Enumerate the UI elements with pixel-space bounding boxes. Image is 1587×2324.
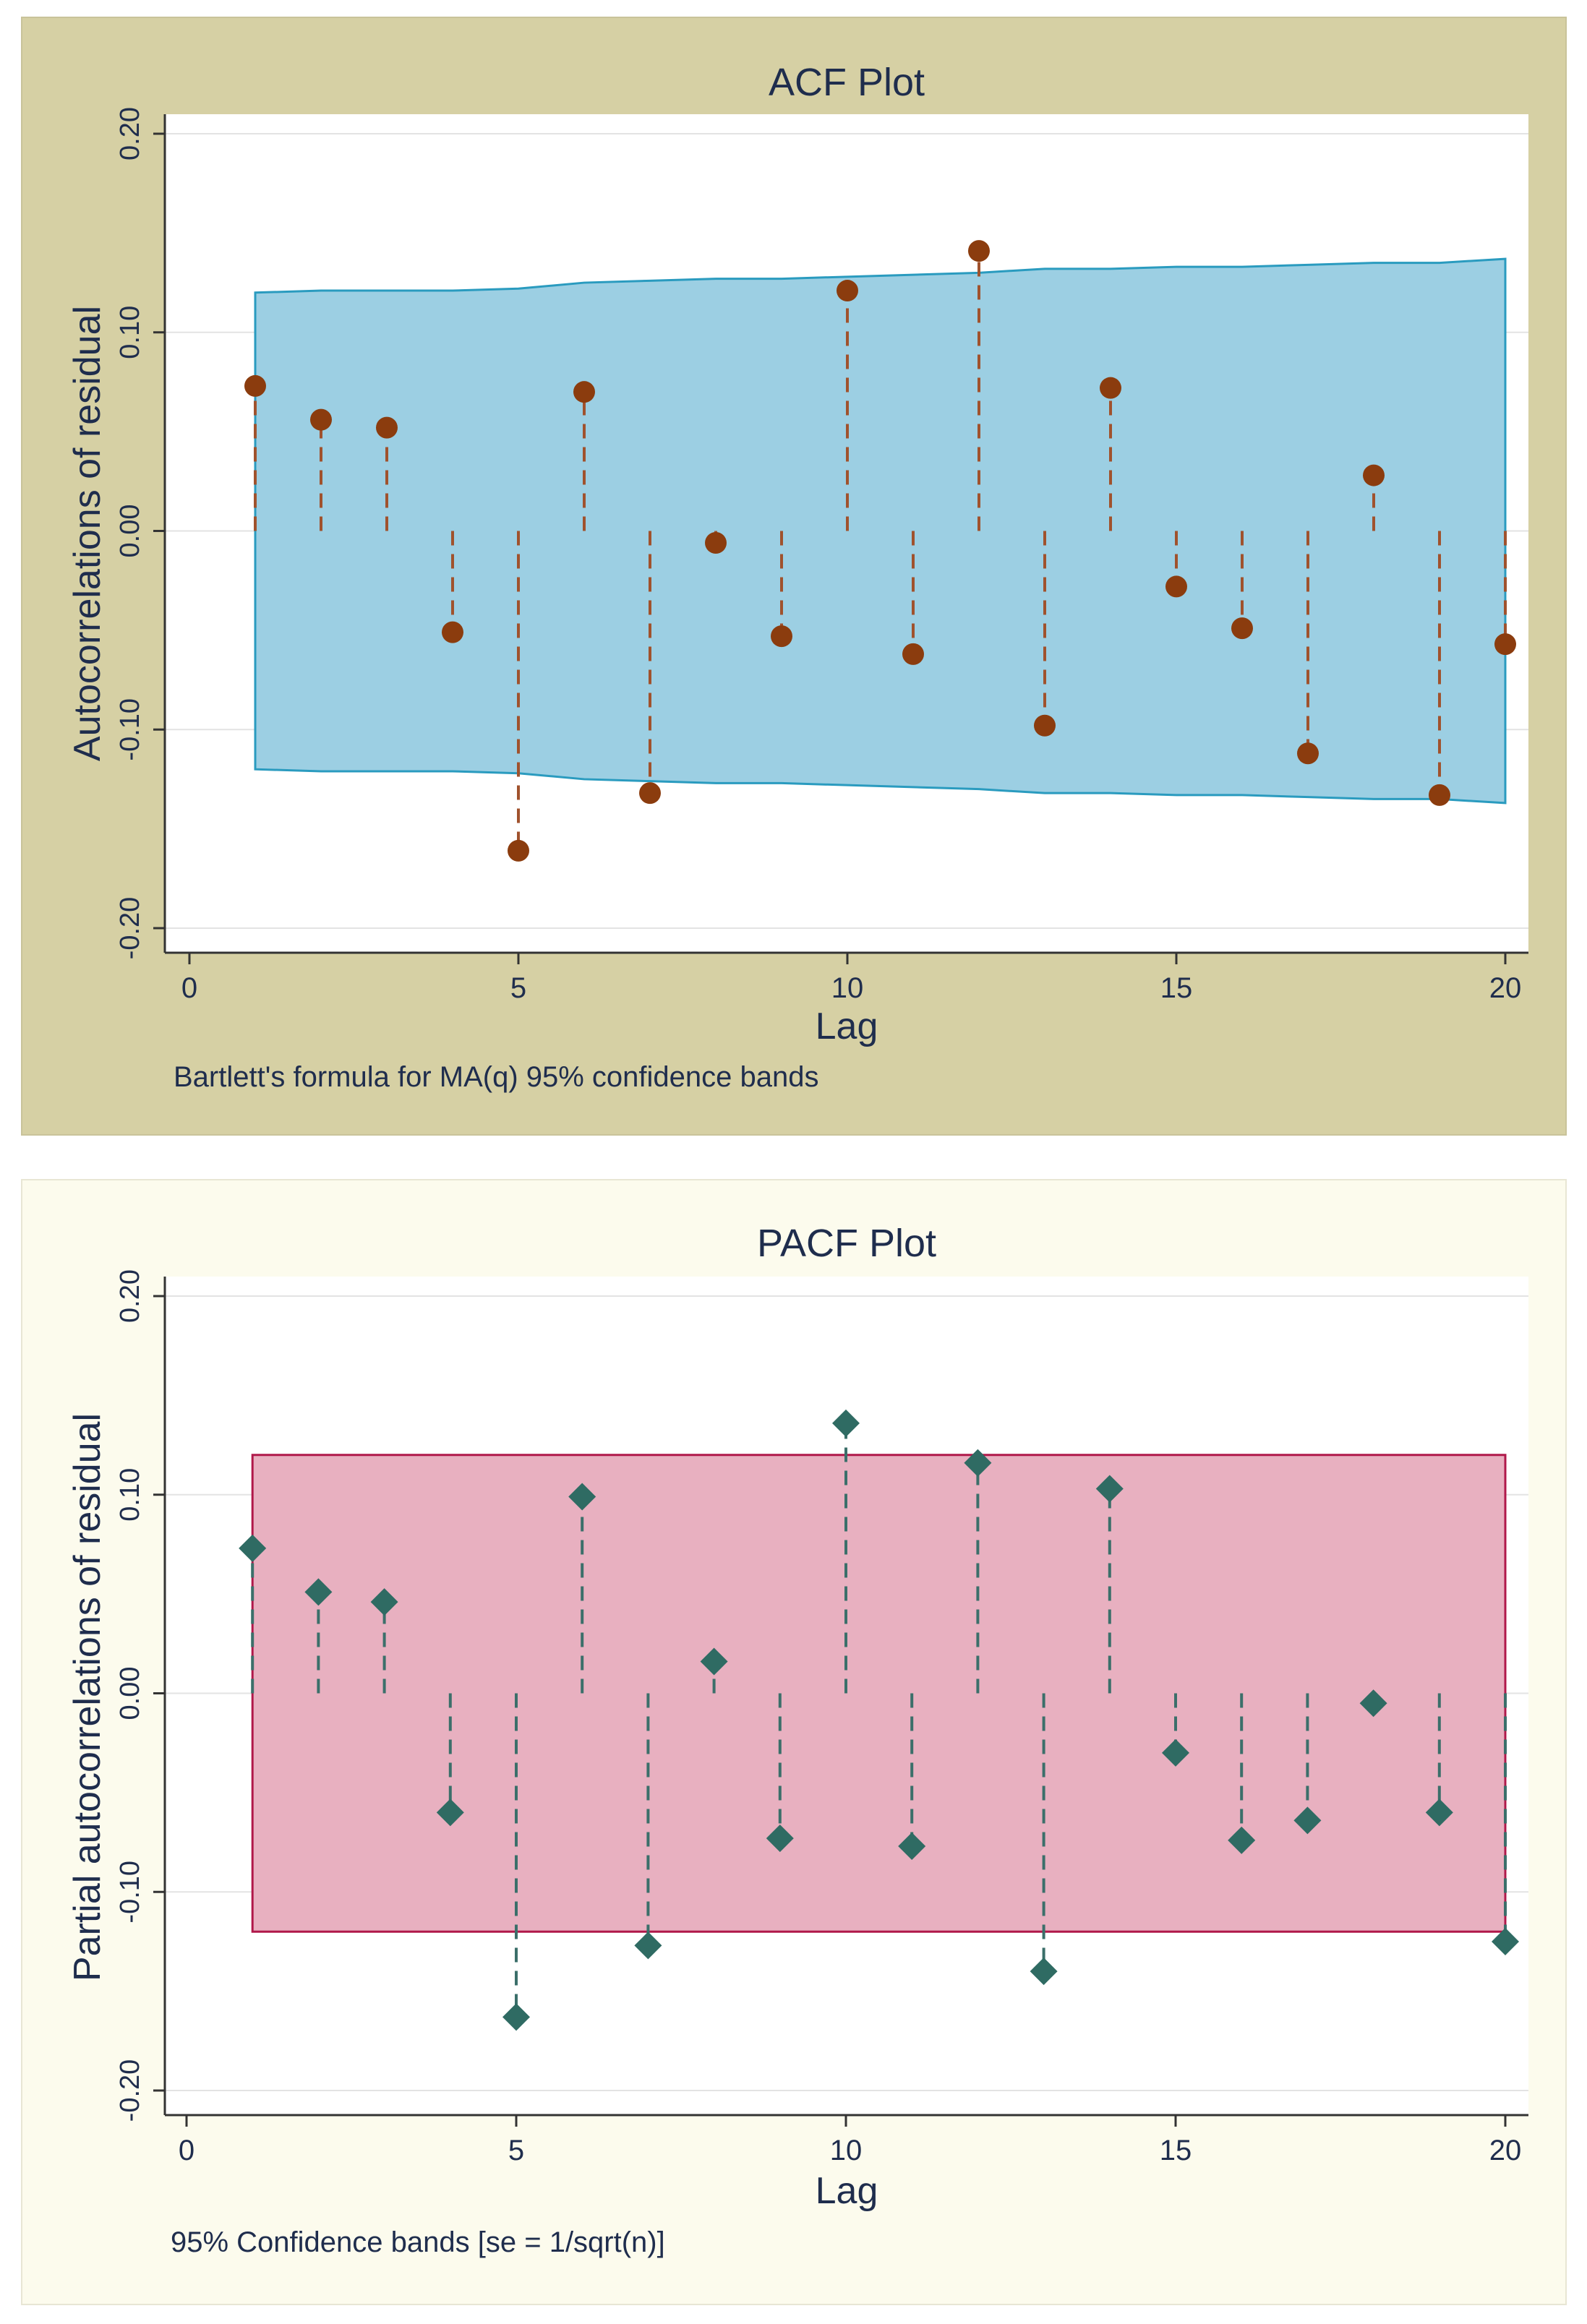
pacf-point-lag-9	[766, 1825, 794, 1853]
acf-note: Bartlett's formula for MA(q) 95% confide…	[174, 1061, 819, 1093]
acf-point-lag-8	[705, 531, 727, 554]
x-tick-label-2: 10	[831, 972, 864, 1004]
x-tick-label-1: 5	[510, 972, 526, 1004]
y-tick-label-3: 0.10	[115, 306, 145, 359]
x-tick-label-2: 10	[830, 2135, 863, 2166]
acf-point-lag-1	[244, 374, 266, 397]
y-tick-label-1: -0.10	[115, 698, 145, 761]
acf-point-lag-14	[1100, 377, 1121, 399]
pacf-point-lag-14	[1095, 1475, 1124, 1503]
pacf-point-lag-10	[832, 1409, 860, 1437]
acf-point-lag-19	[1429, 784, 1450, 806]
y-tick-label-2: 0.00	[115, 505, 145, 558]
x-tick-label-0: 0	[179, 2135, 194, 2166]
acf-point-lag-17	[1297, 742, 1319, 765]
pacf-point-lag-4	[436, 1798, 464, 1827]
x-tick-label-4: 20	[1489, 2135, 1522, 2166]
acf-y-ticks: -0.20 -0.10 0.00 0.10 0.20	[115, 107, 165, 959]
y-tick-label-4: 0.20	[115, 1269, 145, 1323]
y-tick-label-0: -0.20	[115, 897, 145, 960]
acf-point-lag-3	[376, 416, 398, 439]
y-tick-label-1: -0.10	[115, 1861, 145, 1924]
acf-point-lag-18	[1363, 464, 1385, 486]
acf-markers	[244, 240, 1516, 862]
y-tick-label-0: -0.20	[115, 2059, 145, 2122]
pacf-point-lag-5	[502, 2003, 530, 2031]
acf-y-label: Autocorrelations of residual	[67, 306, 108, 761]
acf-point-lag-15	[1165, 575, 1187, 598]
y-tick-label-3: 0.10	[115, 1468, 145, 1522]
x-tick-label-1: 5	[508, 2135, 524, 2166]
pacf-y-ticks: -0.20 -0.10 0.00 0.10 0.20	[115, 1269, 165, 2122]
x-tick-label-3: 15	[1160, 972, 1193, 1004]
acf-x-label: Lag	[816, 1006, 878, 1047]
pacf-point-lag-20	[1492, 1927, 1519, 1955]
pacf-x-ticks: 0 5 10 15 20	[179, 2115, 1521, 2166]
acf-point-lag-12	[968, 240, 990, 262]
acf-confidence-band	[254, 257, 1507, 805]
acf-spikes	[254, 251, 1507, 851]
pacf-point-lag-18	[1359, 1689, 1387, 1718]
pacf-markers	[239, 1409, 1519, 2031]
pacf-note: 95% Confidence bands [se = 1/sqrt(n)]	[171, 2226, 665, 2258]
y-tick-label-2: 0.00	[115, 1667, 145, 1720]
pacf-point-lag-6	[568, 1483, 596, 1511]
acf-x-ticks: 0 5 10 15 20	[181, 953, 1521, 1004]
pacf-point-lag-15	[1162, 1738, 1189, 1767]
acf-point-lag-20	[1494, 633, 1516, 656]
x-tick-label-3: 15	[1160, 2135, 1192, 2166]
pacf-y-label: Partial autocorrelations of residual	[67, 1413, 108, 1981]
acf-point-lag-4	[442, 621, 463, 643]
y-tick-label-4: 0.20	[115, 107, 145, 160]
acf-point-lag-6	[573, 381, 595, 403]
pacf-x-label: Lag	[816, 2170, 878, 2212]
pacf-point-lag-1	[239, 1534, 267, 1562]
x-tick-label-0: 0	[181, 972, 197, 1004]
pacf-point-lag-13	[1030, 1958, 1058, 1986]
acf-point-lag-5	[508, 839, 529, 862]
acf-point-lag-10	[837, 280, 858, 302]
pacf-band-area	[251, 1454, 1507, 1933]
pacf-point-lag-17	[1293, 1806, 1322, 1835]
pacf-chart: -0.20 -0.10 0.00 0.10 0.20 0 5 10 15 20 PACF Plo…	[21, 1179, 1567, 2305]
pacf-point-lag-11	[898, 1832, 926, 1861]
pacf-point-lag-7	[634, 1931, 662, 1960]
pacf-point-lag-8	[700, 1647, 728, 1676]
acf-point-lag-11	[902, 643, 924, 665]
acf-point-lag-7	[639, 782, 661, 805]
acf-point-lag-16	[1231, 617, 1253, 640]
pacf-confidence-band	[251, 1454, 1507, 1933]
pacf-spikes	[251, 1423, 1507, 2018]
acf-chart: -0.20 -0.10 0.00 0.10 0.20 0 5 10 15 20 ACF Plot…	[21, 17, 1567, 1136]
acf-point-lag-2	[310, 408, 332, 431]
acf-point-lag-9	[771, 625, 792, 648]
acf-band-area	[254, 257, 1507, 805]
pacf-point-lag-12	[964, 1449, 992, 1477]
acf-point-lag-13	[1034, 714, 1056, 737]
pacf-point-lag-2	[304, 1578, 333, 1606]
pacf-point-lag-3	[370, 1588, 398, 1616]
pacf-title: PACF Plot	[757, 1222, 936, 1265]
acf-title: ACF Plot	[769, 61, 925, 104]
pacf-point-lag-16	[1228, 1826, 1256, 1854]
x-tick-label-4: 20	[1489, 972, 1522, 1004]
pacf-point-lag-19	[1425, 1798, 1453, 1827]
